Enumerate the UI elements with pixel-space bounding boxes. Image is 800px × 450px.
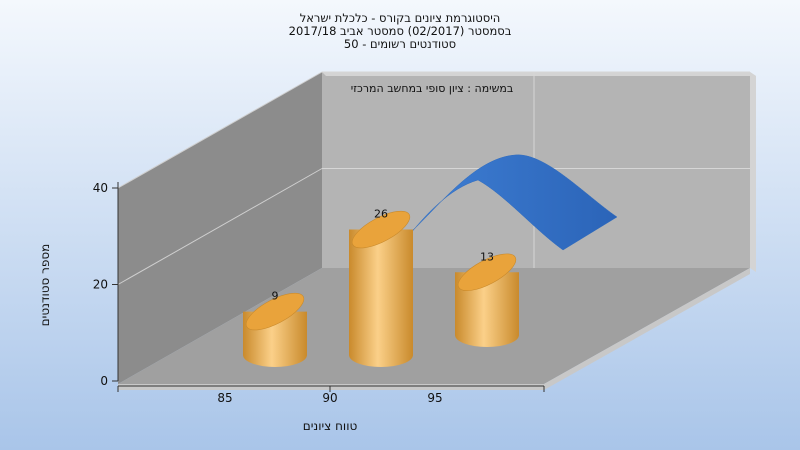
y-axis-title: מספר סטודנטים (38, 244, 52, 327)
bar-top (245, 292, 305, 331)
bar-value-label: 26 (374, 208, 388, 221)
x-tick-label: 85 (217, 391, 232, 405)
x-axis-title: טווח ציונים (303, 419, 358, 433)
gridline-left-wall (117, 168, 323, 285)
normal-curve-ribbon (406, 154, 618, 251)
bar-body (455, 272, 519, 347)
bar-top (457, 253, 517, 291)
gridline-left-wall (117, 71, 323, 189)
back-wall-right-edge (750, 72, 756, 272)
y-tick-label: 0 (100, 374, 108, 388)
axes: 0 20 40 85 90 95 (93, 181, 545, 405)
back-wall-top-edge (322, 72, 756, 76)
bar-cylinder: 9 (243, 290, 307, 367)
chart-title-line-3: סטודנטים רשומים - 50 (344, 37, 456, 51)
y-tick-label: 20 (93, 278, 108, 292)
distribution-curve (406, 154, 618, 251)
bar-top (351, 210, 411, 249)
bar-body (349, 229, 413, 367)
y-tick-label: 40 (93, 181, 108, 195)
chart-title-line-1: היסטוגרמת ציונים בקורס - כלכלת ישראל (300, 11, 501, 25)
x-tick-label: 95 (427, 391, 442, 405)
left-wall (118, 72, 322, 384)
bar-cylinder: 13 (455, 250, 519, 347)
floor-right-edge (544, 268, 750, 390)
x-tick-label: 90 (322, 391, 337, 405)
bar-value-label: 9 (272, 290, 279, 303)
bar-value-label: 13 (480, 250, 494, 263)
bar-cylinder: 26 (349, 208, 413, 367)
floor-front-edge (118, 384, 544, 390)
chart-annotation: במשימה : ציון סופי במחשב המרכזי (351, 82, 514, 95)
bars-group: 9 26 13 (243, 208, 519, 367)
chart-title-line-2: בסמסטר (02/2017) סמסטר אביב 2017/18 (289, 24, 512, 38)
